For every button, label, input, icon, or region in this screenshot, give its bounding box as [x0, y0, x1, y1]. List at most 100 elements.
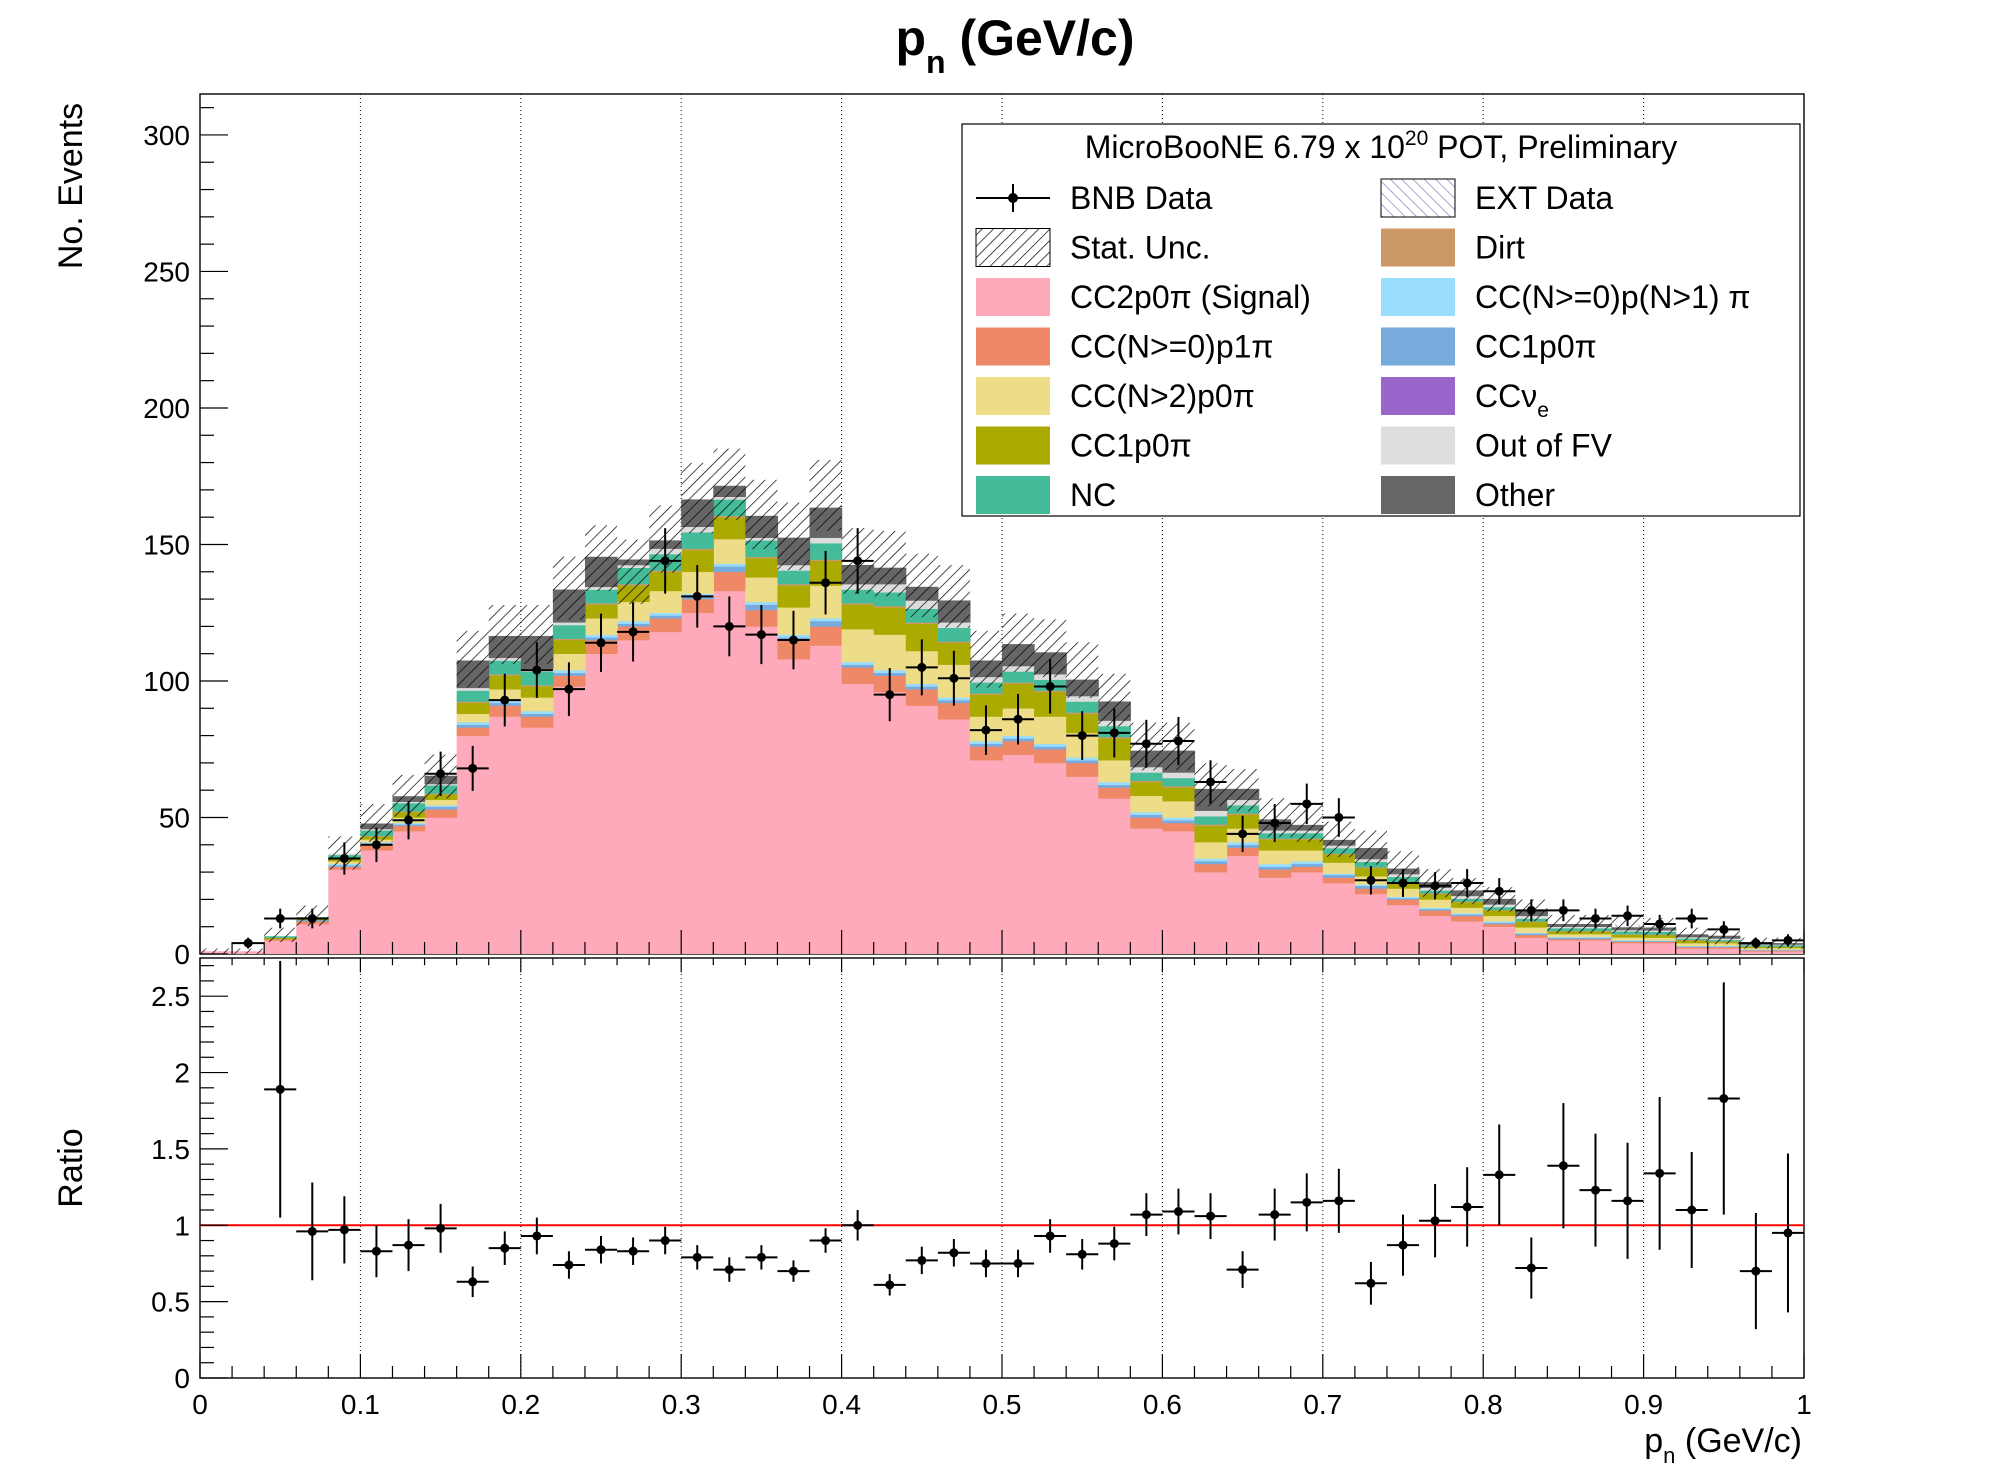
stack-bar [1675, 943, 1709, 947]
stack-bar [1515, 927, 1548, 934]
stack-bar [713, 517, 746, 540]
ratio-marker [500, 1243, 510, 1253]
ratio-marker [1302, 1197, 1312, 1207]
x-tick-label: 0.4 [822, 1389, 861, 1420]
stack-bar [841, 603, 875, 605]
x-axis: 0 0.1 0.2 0.3 0.4 0.5 0.6 0.7 0.8 0.9 1 [192, 930, 1812, 1420]
ratio-marker [1398, 1240, 1408, 1250]
ratio-point [777, 1260, 810, 1282]
stat-unc-band [456, 630, 489, 688]
stack-bar [1130, 780, 1163, 783]
stack-bar [1130, 817, 1163, 829]
stack-bar [873, 634, 907, 671]
stack-bar [1771, 951, 1804, 954]
y-tick-label: 250 [143, 256, 190, 287]
data-marker [1783, 935, 1793, 945]
vertical-grid-ratio [359, 958, 1645, 1378]
ratio-marker [1494, 1170, 1504, 1180]
stack-bar [1451, 902, 1484, 908]
stack-bar [777, 585, 811, 608]
stat-uncertainty-bands [200, 448, 1804, 954]
stack-bar [969, 693, 1003, 695]
stack-bar [1451, 914, 1484, 917]
stack-bar [1451, 915, 1484, 922]
stack-bar [1194, 825, 1228, 843]
ratio-point [1419, 1184, 1452, 1258]
data-point [745, 605, 778, 665]
stack-bar [1194, 872, 1228, 954]
data-marker [468, 763, 478, 773]
ratio-marker [853, 1220, 863, 1230]
x-tick-label: 0.1 [341, 1389, 380, 1420]
stack-bar [745, 626, 779, 954]
ratio-marker [532, 1231, 542, 1241]
stack-bar [1162, 831, 1196, 954]
y-tick-label: 100 [143, 666, 190, 697]
ratio-point [1675, 1151, 1708, 1269]
y-axis-label: No. Events [52, 103, 90, 269]
ratio-point [1162, 1188, 1195, 1235]
data-marker [1687, 914, 1697, 924]
ratio-marker [1751, 1266, 1761, 1276]
stack-bar [1098, 782, 1131, 786]
legend-swatch [1380, 178, 1456, 218]
legend-label: EXT Data [1475, 180, 1613, 216]
data-marker [1238, 829, 1248, 839]
stack-bar [1483, 921, 1516, 923]
ratio-tick-label: 2 [174, 1058, 190, 1089]
stack-bar [1611, 937, 1645, 941]
stack-bar [1611, 934, 1645, 938]
stack-bar [1739, 950, 1773, 952]
ratio-marker [1045, 1231, 1055, 1241]
x-tick-label: 0.3 [662, 1389, 701, 1420]
legend-swatch [1381, 476, 1455, 514]
stack-bar [552, 653, 586, 671]
stack-bar [1162, 772, 1196, 779]
ratio-tick-label: 1.5 [151, 1134, 190, 1165]
ratio-point [841, 1210, 874, 1241]
stack-bar [1322, 873, 1356, 876]
ratio-point [1707, 982, 1740, 1215]
stack-bar [1515, 921, 1548, 923]
stat-unc-band [1675, 927, 1708, 943]
data-marker [1558, 905, 1568, 915]
legend-entry-ccnp0pi: CC(N>2)p0π [976, 377, 1255, 415]
stack-bar [1579, 938, 1613, 941]
stack-bar [1771, 947, 1804, 950]
stack-bar [328, 869, 361, 954]
data-point [1354, 866, 1387, 895]
stack-bar [841, 683, 875, 954]
stack-bar [1034, 762, 1067, 954]
stack-bar [1643, 943, 1677, 954]
stack-bar [1515, 921, 1548, 928]
legend-swatch [976, 327, 1050, 366]
data-marker [1141, 739, 1151, 749]
stack-bar [1130, 772, 1163, 781]
stack-bar [1322, 883, 1356, 954]
stack-bar [1034, 716, 1067, 745]
data-marker [1173, 736, 1183, 746]
ratio-marker [756, 1252, 766, 1262]
stack-bar [1290, 861, 1324, 865]
stack-bar [1194, 824, 1228, 826]
ratio-marker [692, 1252, 702, 1262]
stack-bar [1290, 839, 1324, 851]
data-marker [1302, 799, 1312, 809]
stack-bar [937, 719, 971, 954]
data-point [1419, 872, 1452, 900]
data-point [296, 908, 329, 929]
stack-bar [1034, 746, 1067, 750]
ratio-marker [917, 1255, 927, 1265]
ratio-marker [1655, 1168, 1665, 1178]
data-marker [692, 591, 702, 601]
ratio-marker [596, 1245, 606, 1255]
stack-bar [1547, 940, 1581, 954]
bnb-data-points [232, 528, 1804, 949]
y-tick-label: 200 [143, 393, 190, 424]
stack-bar [1386, 904, 1420, 954]
legend-swatch [976, 476, 1050, 514]
stack-bar [1226, 855, 1260, 954]
ratio-point [905, 1246, 938, 1275]
stack-bar [1707, 945, 1741, 947]
